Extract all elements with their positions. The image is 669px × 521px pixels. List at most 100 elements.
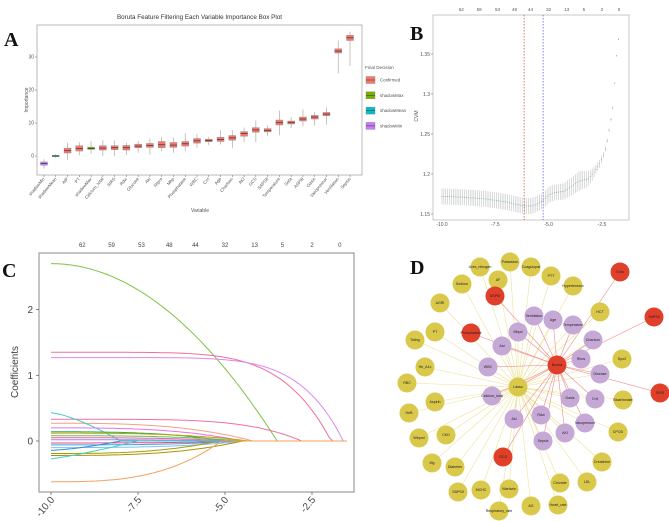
y-tick-label: 20 (28, 88, 34, 94)
edge-lasso (517, 324, 574, 388)
box-Mbp (169, 137, 178, 153)
node-label: AKI (562, 431, 568, 435)
y-tick-label: 2 (27, 305, 33, 316)
y-tick-label: 0 (27, 437, 33, 448)
edge-lasso (517, 386, 603, 463)
network-node: AG (521, 496, 541, 516)
network-node: Bicarbonate (613, 390, 633, 410)
node-label: Heart_rate (550, 503, 567, 507)
cv-point (574, 183, 576, 185)
network-node: Wbpmi (409, 428, 429, 448)
node-circle (471, 480, 491, 500)
network-node: SaPSII (644, 307, 664, 327)
edge-lasso (408, 386, 519, 414)
box-Vasopressor (322, 107, 331, 125)
cv-point (587, 177, 589, 179)
cv-point (464, 196, 466, 198)
x-tick-label: Ntpro (153, 176, 164, 188)
cv-point (601, 159, 603, 161)
node-label: Wbpmi (413, 436, 424, 440)
node-label: Mg (430, 461, 435, 465)
network-node: Sodium (452, 274, 472, 294)
plot-frame (432, 14, 630, 221)
edge-boruta (542, 364, 558, 442)
top-tick-label: 5 (583, 7, 586, 12)
node-circle (547, 355, 567, 375)
cv-point (531, 205, 533, 207)
cv-point (569, 187, 571, 189)
cv-point (484, 198, 486, 200)
node-circle (521, 496, 541, 516)
network-node: Potassium (500, 252, 520, 272)
box-Charlson (228, 130, 237, 149)
node-circle (508, 377, 528, 397)
edge-boruta (470, 332, 558, 366)
node-label: Ast (499, 344, 504, 348)
node-label: Tsting (410, 338, 419, 342)
edge-lasso (414, 339, 519, 388)
network-node: Warfarin (499, 479, 519, 499)
network-node: AKI (555, 423, 575, 443)
coefficient-path (51, 357, 347, 442)
x-tick-label: Sepsis (339, 176, 352, 190)
cv-point (597, 166, 599, 168)
node-label: Rbos (577, 357, 586, 361)
cv-point (460, 196, 462, 198)
network-node: RBC (397, 373, 417, 393)
cv-point (582, 179, 584, 181)
cv-point (475, 197, 477, 199)
node-circle (533, 431, 553, 451)
network-node: Calcium_total (481, 386, 503, 406)
cv-point (480, 198, 482, 200)
cv-point (612, 107, 614, 109)
edge-boruta (556, 364, 661, 394)
cv-point (539, 202, 541, 204)
x-tick-label: AIP (61, 176, 69, 185)
x-tick-label: AKI (237, 176, 245, 185)
cv-point (535, 203, 537, 205)
node-label: AG (528, 504, 533, 508)
cv-point (445, 196, 447, 198)
node-circle (448, 482, 468, 502)
node-circle (470, 257, 490, 277)
network-node: Temperature (563, 315, 583, 335)
cv-point (537, 203, 539, 205)
cv-point (465, 196, 467, 198)
network-node: Hypertension (562, 276, 584, 296)
node-circle (571, 349, 591, 369)
network-node: SIRS (650, 383, 669, 403)
cv-point (604, 148, 606, 150)
edge-lasso (517, 386, 588, 483)
cv-point (458, 196, 460, 198)
edge-lasso (517, 386, 544, 442)
node-label: CPOD (613, 430, 624, 434)
cv-point (527, 205, 529, 207)
cv-point (589, 176, 591, 178)
network-node: Chloride (550, 473, 570, 493)
panel-letter-b: B (410, 23, 423, 45)
box-PT (75, 142, 84, 156)
y-tick-label: 30 (28, 55, 34, 61)
node-circle (445, 457, 465, 477)
node-circle (485, 286, 505, 306)
node-circle (415, 357, 435, 377)
plot-frame (36, 24, 363, 176)
node-label: ASPIII (490, 294, 500, 298)
network-node: Charlson (583, 330, 603, 350)
network-node: Aki (504, 409, 524, 429)
network-node: Heart_rate (548, 495, 568, 515)
node-label: Potassium (502, 260, 519, 264)
edge-lasso (434, 386, 519, 403)
node-circle (521, 257, 541, 277)
cv-point (529, 205, 531, 207)
network-node: CKD (436, 425, 456, 445)
x-tick-label: -7.5 (125, 495, 145, 516)
node-circle (461, 323, 481, 343)
node-label: Vasopressor (575, 421, 596, 425)
box-Glucose (134, 140, 142, 153)
edge-lasso (517, 386, 586, 424)
x-tick-label: -2.5 (598, 222, 607, 228)
cv-point (507, 201, 509, 203)
cv-point (522, 205, 524, 207)
